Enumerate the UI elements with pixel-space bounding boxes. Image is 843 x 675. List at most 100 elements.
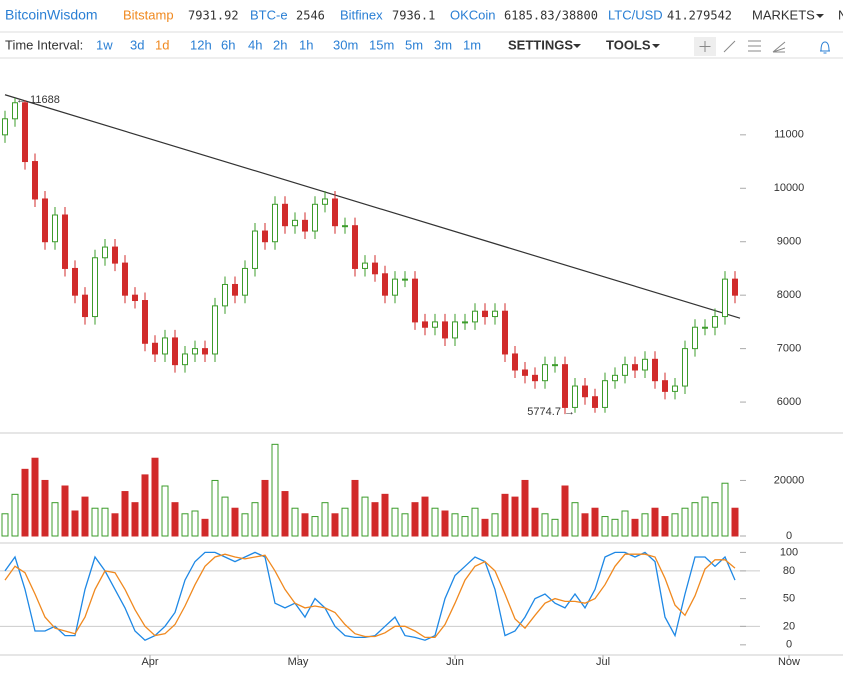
cut-menu[interactable]: N bbox=[838, 7, 843, 22]
volume-bar bbox=[271, 443, 279, 537]
candle-body bbox=[382, 273, 388, 296]
volume-bar bbox=[311, 516, 319, 537]
candle-body bbox=[312, 203, 318, 232]
volume-bar bbox=[251, 502, 259, 537]
candle-body bbox=[612, 374, 618, 382]
alert-tool[interactable] bbox=[820, 41, 830, 54]
volume-bar bbox=[711, 502, 719, 537]
settings-menu[interactable]: SETTINGS bbox=[508, 37, 573, 52]
candle-body bbox=[442, 321, 448, 339]
volume-bar bbox=[431, 507, 439, 537]
interval-button[interactable]: 1w bbox=[96, 37, 113, 52]
candle-body bbox=[672, 385, 678, 392]
volume-bar bbox=[371, 502, 379, 537]
candle-body bbox=[602, 380, 608, 408]
volume-bar bbox=[611, 518, 619, 537]
volume-bar bbox=[651, 507, 659, 537]
volume-bar bbox=[341, 507, 349, 537]
ticker-name[interactable]: BTC-e bbox=[250, 7, 288, 22]
volume-bar bbox=[11, 493, 19, 537]
ticker-name[interactable]: LTC/USD bbox=[608, 7, 663, 22]
candle-body bbox=[582, 385, 588, 398]
volume-bar bbox=[461, 516, 469, 537]
tools-menu[interactable]: TOOLS bbox=[606, 37, 651, 52]
y-tick-label: 0 bbox=[786, 639, 792, 651]
candle-body bbox=[322, 198, 328, 205]
interval-button[interactable]: 1d bbox=[155, 37, 169, 52]
volume-bar bbox=[681, 507, 689, 537]
hlines-tool[interactable] bbox=[748, 40, 761, 52]
volume-bar bbox=[191, 510, 199, 537]
interval-button[interactable]: 12h bbox=[190, 37, 212, 52]
candle-body bbox=[572, 385, 578, 408]
candle-body bbox=[202, 348, 208, 355]
candle-body bbox=[422, 321, 428, 328]
x-tick-label: Jun bbox=[446, 656, 464, 668]
candle-body bbox=[212, 305, 218, 355]
candle-body bbox=[632, 364, 638, 371]
candle-body bbox=[272, 203, 278, 243]
volume-bar bbox=[521, 479, 529, 537]
x-tick-label: Jul bbox=[596, 656, 610, 668]
candle-body bbox=[622, 364, 628, 376]
candle-body bbox=[92, 257, 98, 318]
candle-body bbox=[292, 219, 298, 227]
volume-bar bbox=[731, 507, 739, 537]
candle-body bbox=[362, 262, 368, 269]
candle-body bbox=[372, 262, 378, 275]
ticker-name[interactable]: Bitfinex bbox=[340, 7, 383, 22]
volume-bar bbox=[101, 507, 109, 537]
volume-bar bbox=[141, 474, 149, 537]
candle-body bbox=[32, 161, 38, 200]
volume-bar bbox=[61, 485, 69, 537]
ticker-name[interactable]: OKCoin bbox=[450, 7, 496, 22]
candle-body bbox=[122, 262, 128, 296]
interval-button[interactable]: 15m bbox=[369, 37, 394, 52]
candle-body bbox=[522, 369, 528, 376]
candle-body bbox=[462, 321, 468, 324]
volume-bar bbox=[291, 507, 299, 537]
interval-button[interactable]: 3m bbox=[434, 37, 452, 52]
stoch-line bbox=[4, 551, 736, 641]
logo[interactable]: BitcoinWisdom bbox=[5, 7, 98, 23]
volume-bar bbox=[201, 518, 209, 537]
candle-body bbox=[712, 316, 718, 328]
ticker-price: 41.279542 bbox=[667, 9, 732, 23]
interval-button[interactable]: 1m bbox=[463, 37, 481, 52]
y-tick-label: 10000 bbox=[774, 182, 805, 194]
fan-tool[interactable] bbox=[772, 41, 786, 53]
volume-bar bbox=[721, 482, 729, 537]
candle-body bbox=[412, 278, 418, 323]
interval-button[interactable]: 5m bbox=[405, 37, 423, 52]
candle-body bbox=[492, 310, 498, 318]
volume-bar bbox=[441, 510, 449, 537]
interval-button[interactable]: 4h bbox=[248, 37, 262, 52]
interval-button[interactable]: 1h bbox=[299, 37, 313, 52]
interval-button[interactable]: 30m bbox=[333, 37, 358, 52]
candle-body bbox=[402, 278, 408, 281]
candle-body bbox=[42, 198, 48, 243]
candle-body bbox=[252, 230, 258, 269]
markets-menu[interactable]: MARKETS bbox=[752, 7, 815, 22]
interval-button[interactable]: 6h bbox=[221, 37, 235, 52]
candle-body bbox=[302, 219, 308, 232]
volume-bar bbox=[331, 513, 339, 537]
line-tool[interactable] bbox=[723, 40, 736, 53]
candle-body bbox=[642, 358, 648, 371]
y-tick-label: 20 bbox=[783, 620, 795, 632]
volume-bar bbox=[21, 468, 29, 537]
volume-bar bbox=[501, 493, 509, 537]
candle-body bbox=[102, 246, 108, 259]
volume-bar bbox=[481, 518, 489, 537]
candle-body bbox=[82, 294, 88, 318]
candle-body bbox=[482, 310, 488, 318]
annotation: ← 11688 bbox=[16, 94, 60, 106]
volume-bar bbox=[621, 510, 629, 537]
candle-body bbox=[22, 102, 28, 163]
ticker-name[interactable]: Bitstamp bbox=[123, 7, 174, 22]
interval-button[interactable]: 3d bbox=[130, 37, 144, 52]
y-tick-label: 20000 bbox=[774, 474, 805, 486]
interval-button[interactable]: 2h bbox=[273, 37, 287, 52]
dropdown-caret bbox=[652, 44, 660, 48]
candle-body bbox=[692, 326, 698, 350]
